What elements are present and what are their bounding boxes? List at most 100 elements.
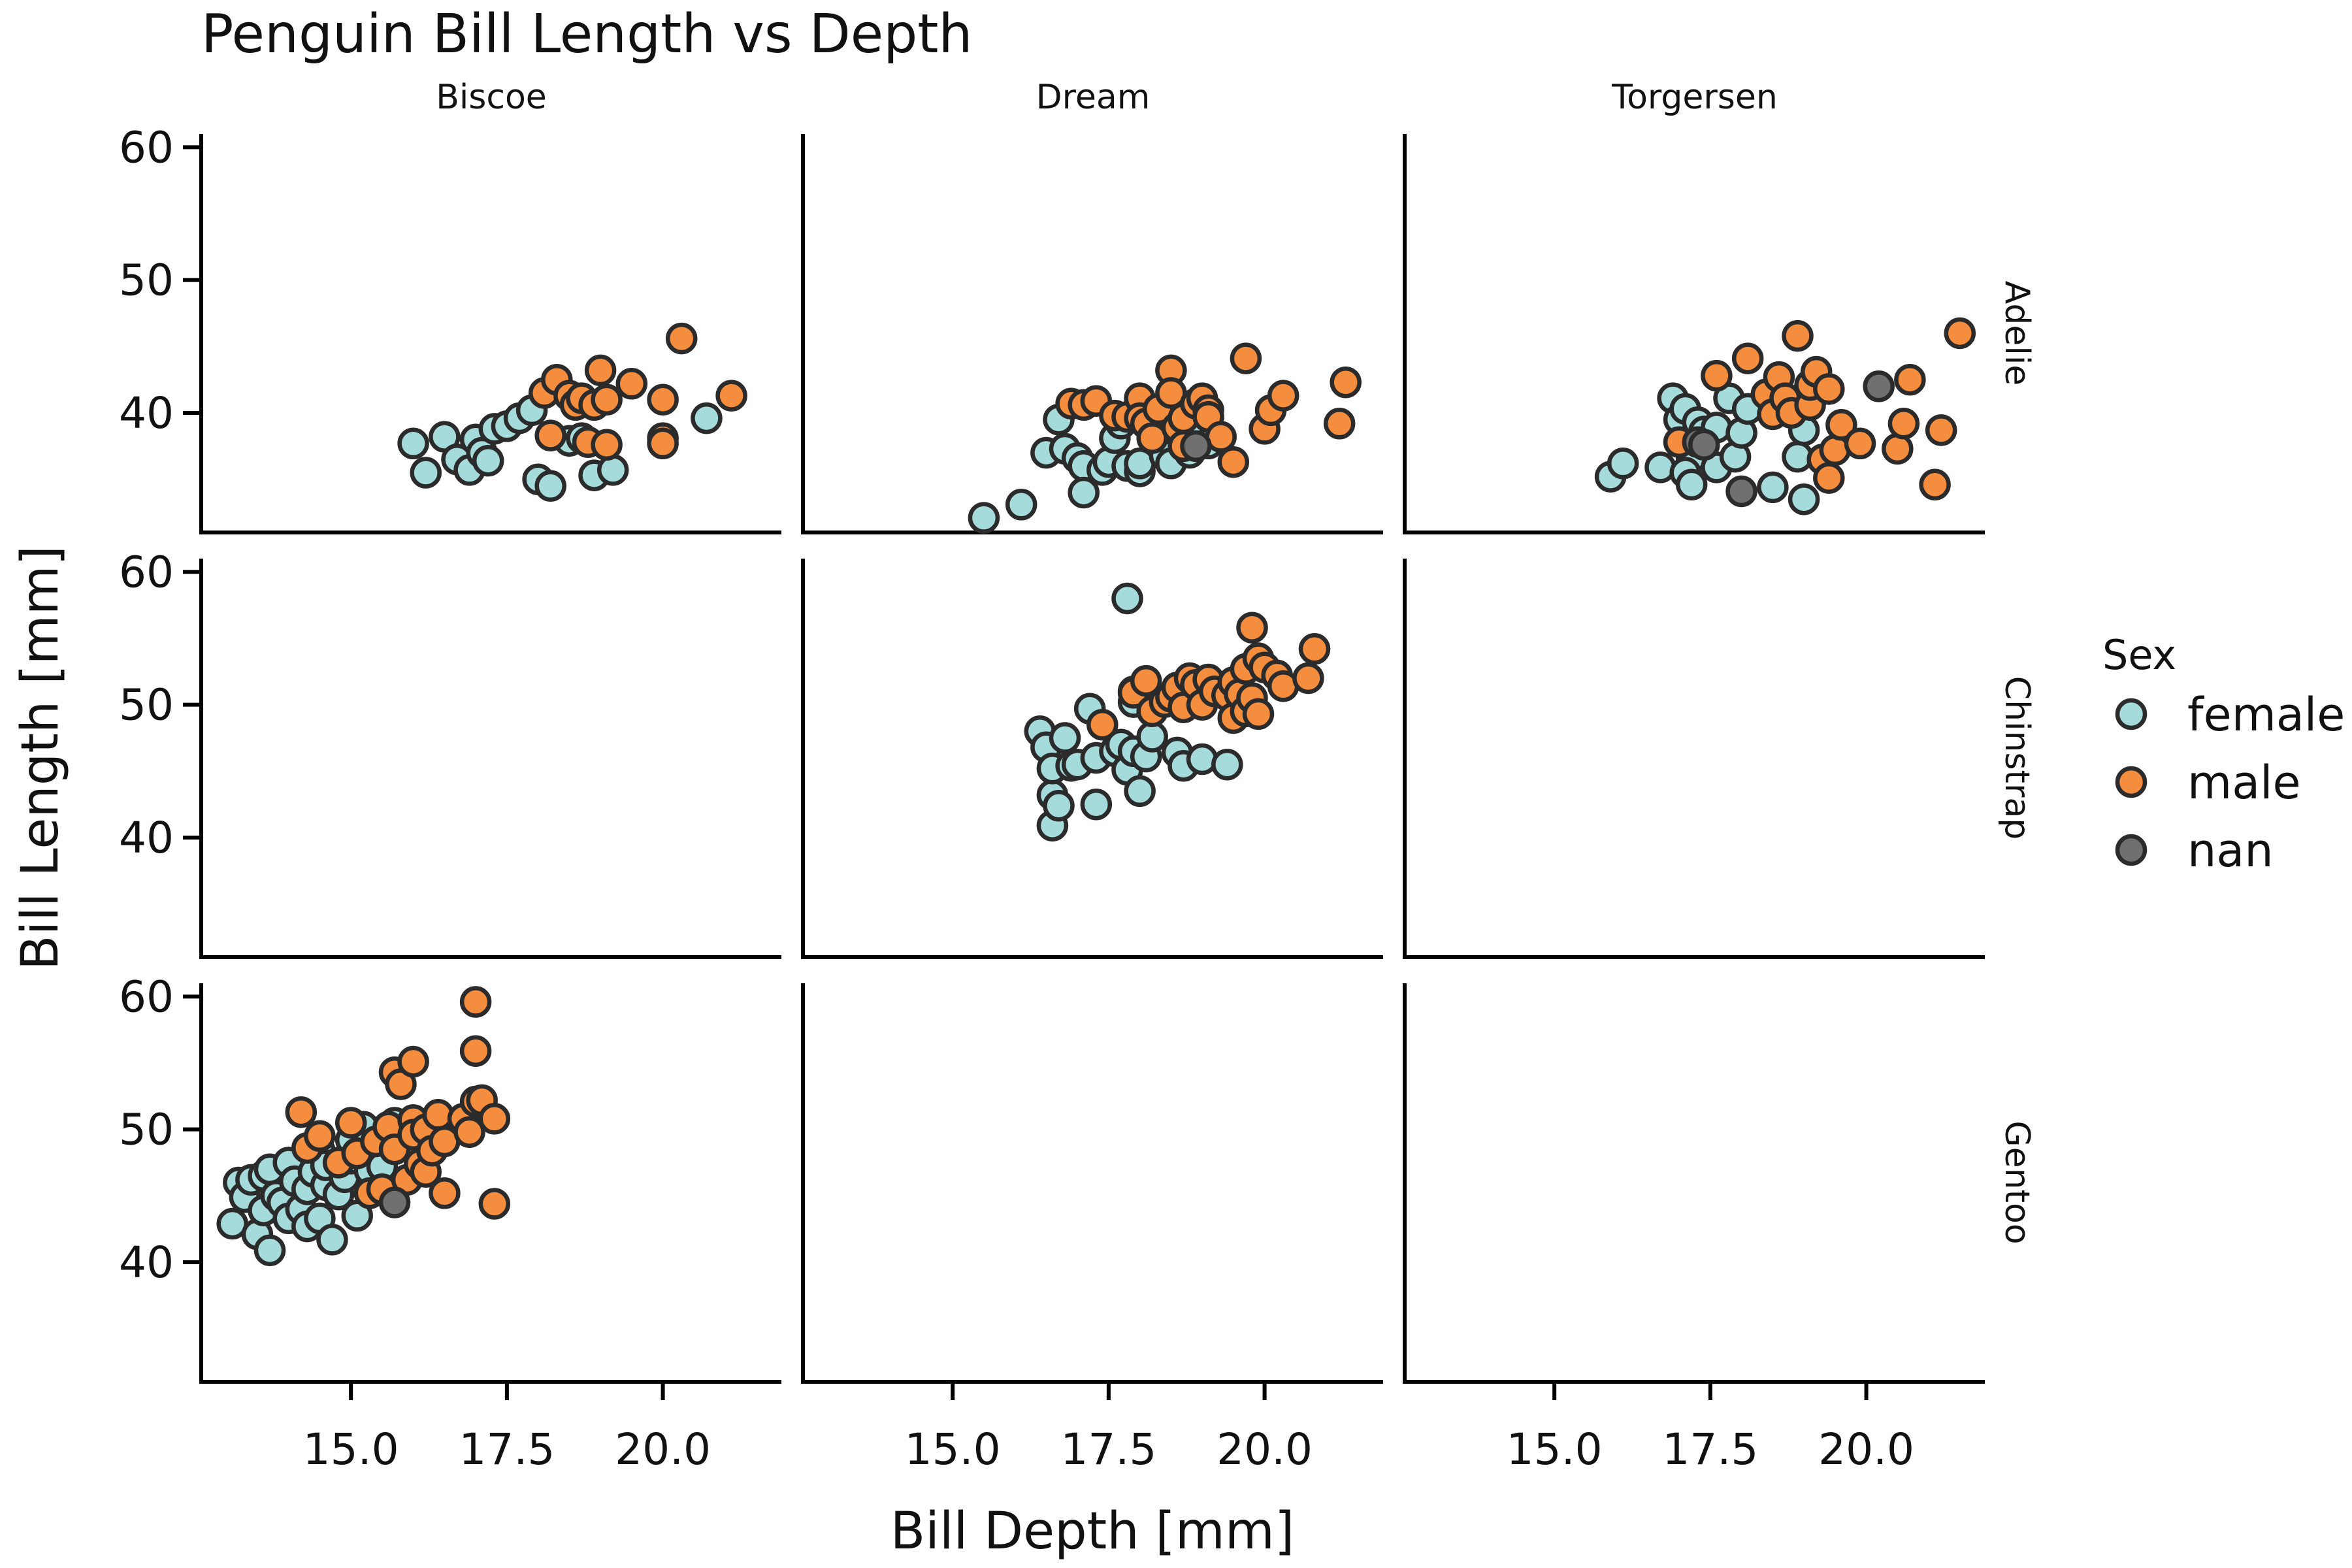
- data-point-male: [1944, 317, 1976, 350]
- data-point-male: [429, 1177, 461, 1209]
- legend-label: nan: [2187, 824, 2274, 877]
- y-tick-label: 50: [119, 680, 174, 730]
- y-tick-label: 50: [119, 1105, 174, 1155]
- data-point-female: [1111, 582, 1143, 615]
- x-tick-label: 20.0: [1818, 1424, 1914, 1475]
- data-point-male: [459, 986, 492, 1018]
- data-point-male: [1086, 708, 1119, 741]
- row-label-chinstrap: Chinstrap: [1997, 676, 2036, 840]
- data-point-male: [1292, 662, 1324, 694]
- data-point-male: [1130, 664, 1162, 697]
- data-point-female: [397, 427, 429, 460]
- panel-chinstrap-biscoe: 40 50 60: [119, 547, 781, 959]
- x-tick-label: 15.0: [905, 1424, 1001, 1475]
- panel-adelie-torgersen: Torgersen Adelie: [1403, 78, 2036, 534]
- data-point-male: [1882, 433, 1914, 465]
- y-tick-label: 60: [119, 547, 174, 597]
- data-point-female: [253, 1234, 286, 1266]
- y-tick-label: 60: [119, 972, 174, 1022]
- legend-label: female: [2187, 688, 2345, 742]
- data-point-male: [459, 1035, 492, 1067]
- data-point-male: [1925, 414, 1957, 446]
- column-label-biscoe: Biscoe: [436, 78, 547, 117]
- data-point-male: [1919, 468, 1951, 501]
- data-point-male: [715, 380, 747, 412]
- data-point-female: [1043, 789, 1075, 822]
- legend: Sex female male nan: [2102, 631, 2345, 877]
- points-adelie-biscoe: [397, 322, 747, 502]
- data-point-male: [335, 1107, 367, 1139]
- data-point-female: [1644, 451, 1676, 483]
- data-point-female: [1005, 489, 1037, 521]
- points-adelie-torgersen: [1594, 317, 1976, 515]
- legend-entry-female: female: [2115, 688, 2345, 742]
- data-point-female: [1124, 775, 1156, 808]
- panel-gentoo-dream: 15.0 17.5 20.0: [801, 983, 1383, 1475]
- x-tick-label: 17.5: [459, 1424, 555, 1475]
- data-point-male: [478, 1103, 511, 1135]
- chart-title: Penguin Bill Length vs Depth: [201, 3, 972, 65]
- data-point-male: [422, 1099, 455, 1131]
- data-point-female: [534, 470, 566, 502]
- data-point-male: [665, 322, 698, 355]
- legend-entry-nan: nan: [2115, 824, 2274, 877]
- data-point-female: [596, 454, 629, 486]
- y-tick-label: 40: [119, 388, 174, 438]
- panel-chinstrap-dream: [801, 559, 1383, 959]
- data-point-nan: [1725, 475, 1757, 508]
- panel-gentoo-torgersen: 15.0 17.5 20.0 Gentoo: [1403, 983, 2036, 1475]
- x-axis-title: Bill Depth [mm]: [890, 1502, 1295, 1561]
- legend-marker: [2115, 698, 2148, 730]
- data-point-female: [691, 402, 723, 434]
- data-point-female: [1186, 743, 1218, 776]
- x-tick-label: 17.5: [1060, 1424, 1156, 1475]
- data-point-nan: [378, 1186, 411, 1218]
- data-point-male: [1267, 380, 1299, 412]
- points-gentoo-biscoe: [216, 986, 511, 1266]
- data-point-male: [1782, 319, 1814, 352]
- data-point-male: [1731, 342, 1764, 374]
- facet-grid: 40 50 60 Biscoe Dream Torgersen Adelie 40 50 60 Ch…: [119, 78, 2036, 1475]
- legend-marker: [2115, 834, 2148, 866]
- legend-entry-male: male: [2115, 756, 2301, 809]
- data-point-female: [1080, 788, 1113, 821]
- points-chinstrap-dream: [1024, 582, 1331, 841]
- data-point-female: [1607, 448, 1639, 480]
- y-tick-label: 40: [119, 1237, 174, 1288]
- data-point-female: [1757, 471, 1789, 504]
- data-point-male: [647, 427, 679, 460]
- data-point-nan: [1688, 429, 1720, 461]
- data-point-female: [1675, 468, 1708, 501]
- legend-title: Sex: [2102, 631, 2176, 679]
- data-point-female: [1049, 722, 1081, 754]
- data-point-female: [1788, 483, 1820, 515]
- data-point-male: [591, 429, 623, 461]
- x-tick-label: 20.0: [1217, 1424, 1313, 1475]
- y-tick-label: 50: [119, 255, 174, 306]
- data-point-male: [453, 1116, 485, 1148]
- x-tick-label: 15.0: [303, 1424, 399, 1475]
- panel-gentoo-biscoe: 40 50 60 15.0 17.5 20.0: [119, 972, 781, 1475]
- column-label-dream: Dream: [1036, 78, 1151, 117]
- data-point-male: [1323, 408, 1356, 440]
- column-label-torgersen: Torgersen: [1611, 78, 1778, 117]
- legend-label: male: [2187, 756, 2301, 809]
- data-point-female: [1211, 748, 1243, 781]
- data-point-male: [1844, 427, 1876, 460]
- y-tick-label: 60: [119, 122, 174, 172]
- data-point-male: [615, 368, 648, 400]
- data-point-male: [647, 384, 679, 416]
- data-point-male: [584, 354, 617, 387]
- y-axis-title: Bill Length [mm]: [11, 546, 70, 970]
- data-point-male: [1242, 698, 1275, 730]
- data-point-female: [410, 457, 442, 489]
- data-point-male: [285, 1096, 318, 1128]
- data-point-male: [1813, 462, 1845, 494]
- panel-chinstrap-torgersen: Chinstrap: [1403, 559, 2036, 959]
- x-tick-label: 20.0: [615, 1424, 711, 1475]
- legend-marker: [2115, 766, 2148, 798]
- data-point-male: [1813, 373, 1845, 405]
- row-label-gentoo: Gentoo: [1997, 1120, 2036, 1244]
- data-point-male: [591, 384, 623, 416]
- panel-adelie-biscoe: 40 50 60 Biscoe: [119, 78, 781, 534]
